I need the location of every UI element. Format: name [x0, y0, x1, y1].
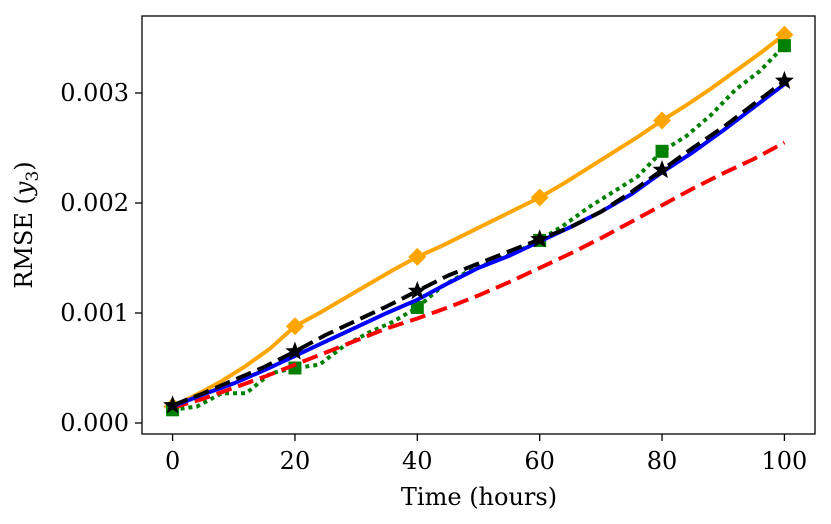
- y-tick-label: 0.001: [60, 299, 129, 327]
- x-tick-label: 0: [165, 447, 180, 475]
- plot-frame: [141, 15, 816, 435]
- marker-green-square: [655, 144, 669, 158]
- y-axis-ticks: 0.000 0.001 0.002 0.003: [60, 79, 142, 437]
- marker-orange-diamond: [653, 111, 672, 130]
- marker-green-square: [410, 301, 424, 314]
- series-layer: [163, 25, 794, 417]
- y-axis-label-subscript: 3: [23, 171, 43, 182]
- marker-orange-diamond: [530, 188, 549, 207]
- series-line-red-dashed: [172, 140, 786, 410]
- x-tick-label: 60: [524, 447, 555, 475]
- y-tick-label: 0.003: [60, 79, 129, 107]
- marker-black-star: [407, 281, 427, 300]
- y-axis-label-suffix: ): [10, 161, 38, 170]
- marker-green-square: [777, 39, 791, 53]
- x-tick-label: 100: [762, 447, 808, 475]
- x-axis-label: Time (hours): [401, 483, 557, 511]
- y-axis-label-variable: y: [10, 181, 38, 196]
- marker-black-star: [530, 229, 550, 248]
- y-tick-label: 0.000: [60, 409, 129, 437]
- x-tick-label: 40: [402, 447, 433, 475]
- series-line-black-star: [171, 79, 786, 408]
- marker-black-star: [285, 341, 305, 360]
- series-line-blue-solid: [171, 82, 786, 409]
- marker-black-star: [163, 395, 183, 414]
- marker-orange-diamond: [408, 247, 427, 266]
- y-axis-label-prefix: RMSE (: [10, 195, 38, 289]
- x-tick-label: 20: [280, 447, 311, 475]
- marker-black-star: [774, 70, 794, 89]
- marker-orange-diamond: [285, 317, 304, 336]
- y-axis-label: RMSE (y3): [10, 161, 43, 288]
- marker-black-star: [652, 160, 672, 179]
- series-line-orange-diamond: [171, 33, 786, 409]
- y-tick-label: 0.002: [60, 189, 129, 217]
- x-tick-label: 80: [647, 447, 678, 475]
- x-axis-ticks: 0 20 40 60 80 100: [165, 434, 807, 475]
